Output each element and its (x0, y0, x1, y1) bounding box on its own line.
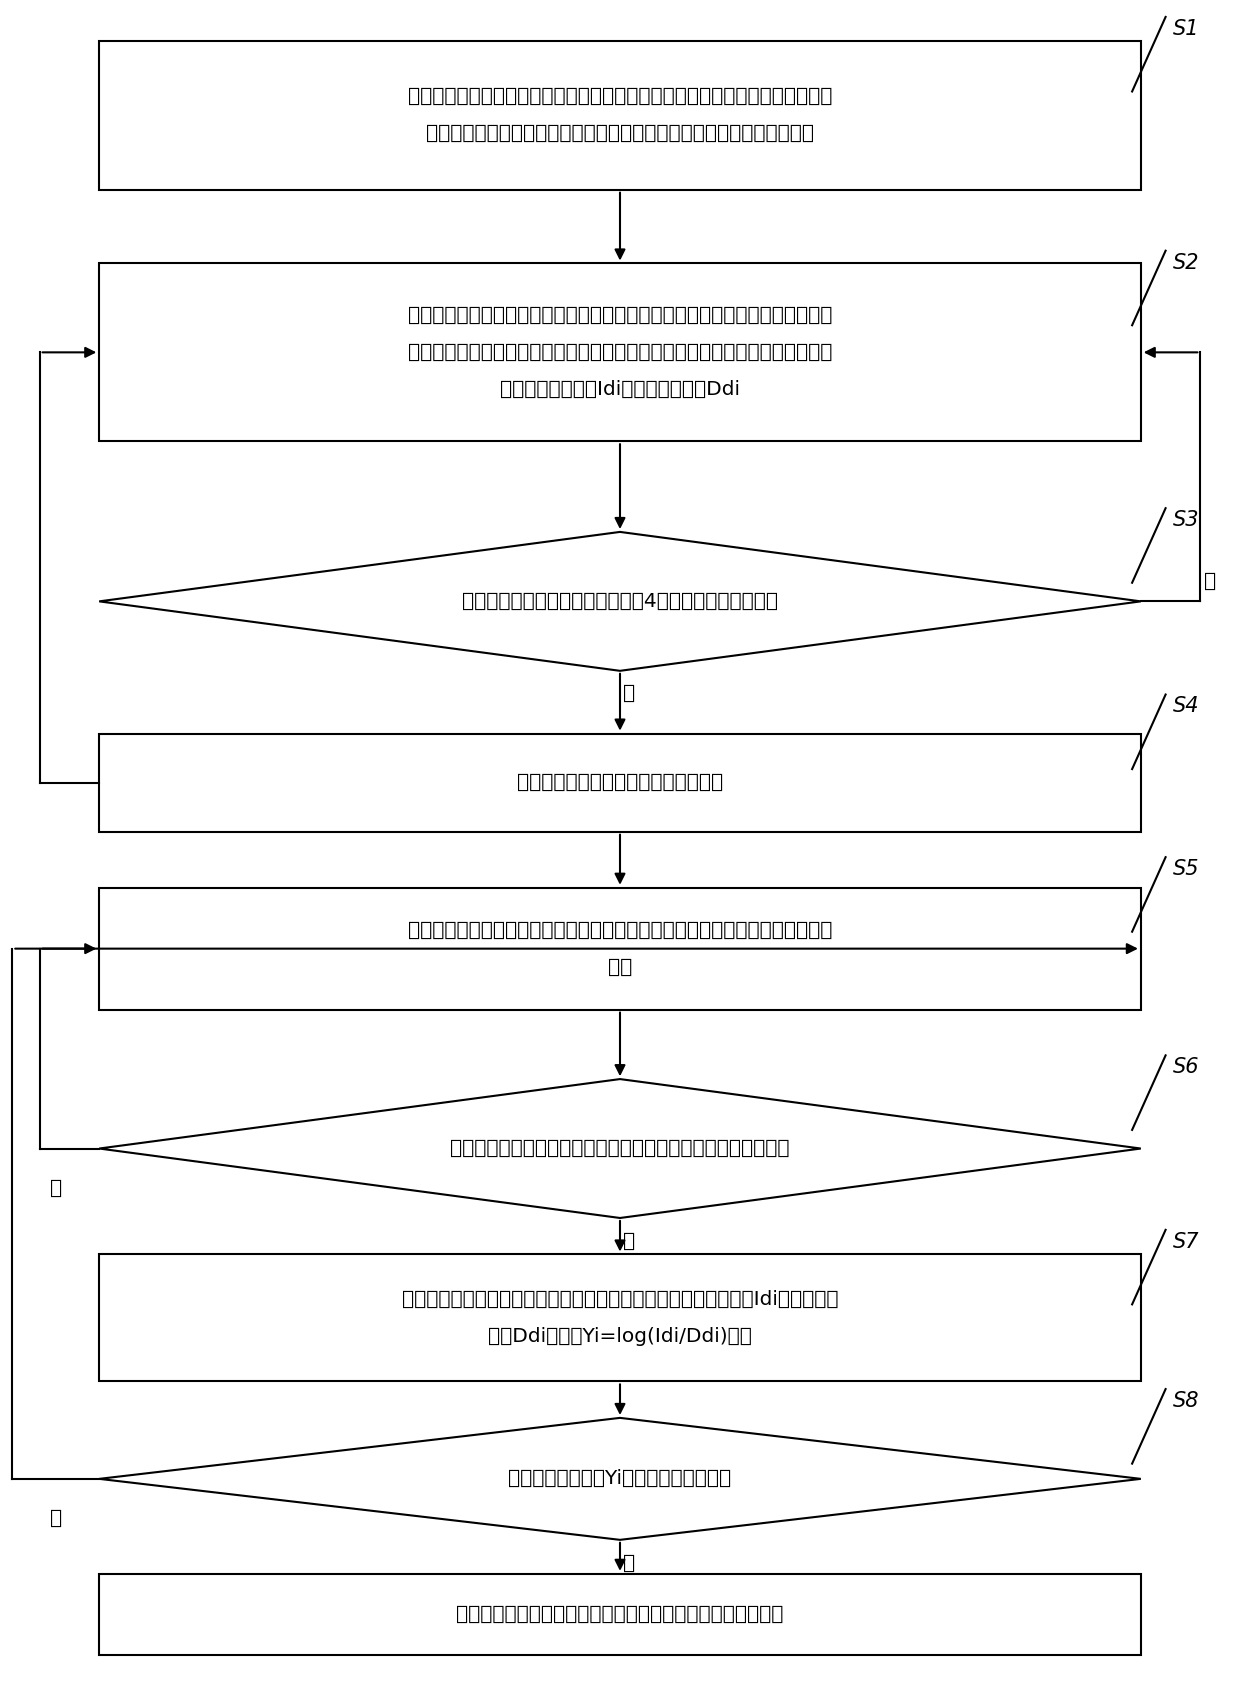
Text: 判断损失的能量在每层材料层内的不均匀度是否均符合预设范围: 判断损失的能量在每层材料层内的不均匀度是否均符合预设范围 (450, 1138, 790, 1159)
Text: 入射所述待测样品时的入射深度，及单位注入的所述入射粒子在每层所述材料层: 入射所述待测样品时的入射深度，及单位注入的所述入射粒子在每层所述材料层 (408, 342, 832, 363)
Text: S1: S1 (1173, 19, 1199, 39)
Text: 是: 是 (622, 1553, 635, 1572)
Text: 否: 否 (50, 1509, 62, 1528)
Text: 组分，以获取每层材料层厚度，预设所述待测样品表面最大入射阈值距离: 组分，以获取每层材料层厚度，预设所述待测样品表面最大入射阈值距离 (427, 124, 813, 144)
Text: 能量: 能量 (608, 957, 632, 977)
Text: 从所述入射粒子库选择一种入射粒子，采用蒙特卡罗方法计算采用所述入射粒子: 从所述入射粒子库选择一种入射粒子，采用蒙特卡罗方法计算采用所述入射粒子 (408, 305, 832, 325)
Polygon shape (99, 532, 1141, 671)
Polygon shape (99, 1079, 1141, 1218)
Text: 是: 是 (622, 1232, 635, 1250)
FancyBboxPatch shape (99, 1254, 1141, 1381)
Text: 识别待测样品的类型，所述待测样品至少包括一层材料层，分析所述待测样品的: 识别待测样品的类型，所述待测样品至少包括一层材料层，分析所述待测样品的 (408, 86, 832, 107)
Text: 将所述入射粒子在所述入射粒子库移除: 将所述入射粒子在所述入射粒子库移除 (517, 772, 723, 793)
FancyBboxPatch shape (99, 41, 1141, 190)
Text: S8: S8 (1173, 1391, 1199, 1411)
Text: 根据单位注入的所述入射粒子在每层所述材料层内的电离吸收剂量Idi和位移吸收: 根据单位注入的所述入射粒子在每层所述材料层内的电离吸收剂量Idi和位移吸收 (402, 1289, 838, 1309)
Text: 否: 否 (622, 684, 635, 703)
Text: 采用蒙特卡罗方法计算所述入射粒子入射所述待测样品时，单位路径上所损失的: 采用蒙特卡罗方法计算所述入射粒子入射所述待测样品时，单位路径上所损失的 (408, 920, 832, 940)
Text: 剂量Ddi，计算Yi=log(Idi/Ddi)的值: 剂量Ddi，计算Yi=log(Idi/Ddi)的值 (489, 1326, 751, 1347)
FancyBboxPatch shape (99, 734, 1141, 832)
Text: 判断所述入射深度是否大于或等于4倍的最大入射阈值距离: 判断所述入射深度是否大于或等于4倍的最大入射阈值距离 (463, 591, 777, 612)
Text: S4: S4 (1173, 696, 1199, 717)
Text: S3: S3 (1173, 510, 1199, 530)
FancyBboxPatch shape (99, 1574, 1141, 1655)
Text: S2: S2 (1173, 252, 1199, 273)
Text: S7: S7 (1173, 1232, 1199, 1252)
Text: S6: S6 (1173, 1057, 1199, 1077)
FancyBboxPatch shape (99, 263, 1141, 440)
Text: 判断每一材料层的Yi是否均符合预设条件: 判断每一材料层的Yi是否均符合预设条件 (508, 1469, 732, 1489)
Text: 否: 否 (50, 1179, 62, 1198)
Polygon shape (99, 1418, 1141, 1540)
Text: 所述入射粒子能同时在所述待测样品产生电离缺陷和位移缺陷: 所述入射粒子能同时在所述待测样品产生电离缺陷和位移缺陷 (456, 1604, 784, 1625)
Text: S5: S5 (1173, 859, 1199, 879)
Text: 是: 是 (1204, 571, 1216, 591)
Text: 内的电离吸收剂量Idi和位移吸收剂量Ddi: 内的电离吸收剂量Idi和位移吸收剂量Ddi (500, 379, 740, 400)
FancyBboxPatch shape (99, 888, 1141, 1010)
